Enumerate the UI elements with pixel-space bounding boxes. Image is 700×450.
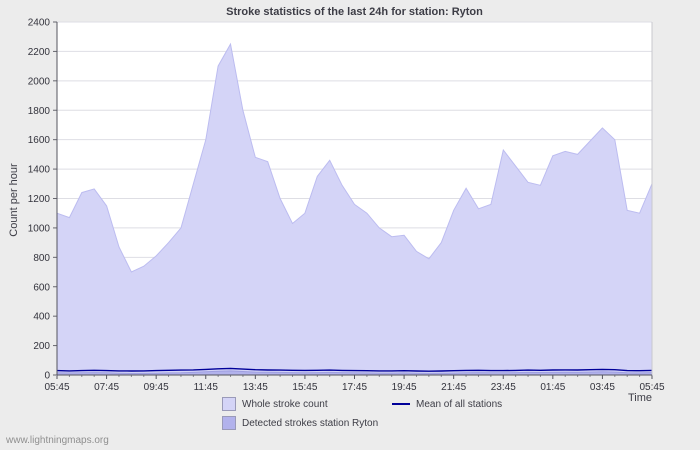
x-tick-label: 21:45 — [441, 382, 466, 393]
legend-swatch-whole-stroke-count — [222, 397, 236, 411]
x-tick-label: 05:45 — [639, 382, 664, 393]
x-tick-label: 09:45 — [144, 382, 169, 393]
watermark: www.lightningmaps.org — [6, 435, 109, 446]
legend-label-mean-of-all-stations: Mean of all stations — [416, 398, 503, 410]
x-tick-label: 03:45 — [590, 382, 615, 393]
legend-item-whole-stroke-count: Whole stroke count — [222, 397, 392, 411]
y-tick-label: 600 — [33, 282, 50, 293]
y-tick-label: 1400 — [28, 165, 51, 176]
x-tick-label: 19:45 — [392, 382, 417, 393]
legend-line-mean-of-all-stations — [392, 403, 410, 405]
y-tick-label: 2400 — [28, 18, 51, 29]
legend-item-detected-strokes: Detected strokes station Ryton — [222, 416, 392, 430]
x-tick-label: 05:45 — [44, 382, 69, 393]
y-tick-label: 2200 — [28, 47, 51, 58]
x-axis-title: Time — [627, 392, 652, 404]
chart-title: Stroke statistics of the last 24h for st… — [226, 6, 483, 18]
line-mean-of-all-stations — [56, 367, 653, 372]
y-tick-label: 1000 — [28, 223, 51, 234]
area-detected-strokes-station-ryton — [56, 370, 653, 376]
legend-label-whole-stroke-count: Whole stroke count — [242, 398, 328, 410]
x-tick-label: 01:45 — [540, 382, 565, 393]
y-tick-label: 0 — [44, 371, 50, 382]
legend-swatch-detected-strokes — [222, 416, 236, 430]
y-tick-label: 1800 — [28, 106, 51, 117]
y-tick-label: 400 — [33, 312, 50, 323]
x-tick-label: 11:45 — [194, 382, 219, 393]
x-tick-label: 07:45 — [94, 382, 119, 393]
chart-legend: Whole stroke count Mean of all stations … — [222, 397, 502, 430]
y-tick-label: 2000 — [28, 76, 51, 87]
legend-item-mean-of-all-stations: Mean of all stations — [392, 397, 502, 411]
y-tick-label: 200 — [33, 341, 50, 352]
x-tick-label: 13:45 — [243, 382, 268, 393]
legend-label-detected-strokes: Detected strokes station Ryton — [242, 417, 379, 429]
y-tick-label: 800 — [33, 253, 50, 264]
area-whole-stroke-count — [56, 42, 653, 376]
y-tick-label: 1200 — [28, 194, 51, 205]
x-tick-label: 15:45 — [292, 382, 317, 393]
x-tick-label: 23:45 — [491, 382, 516, 393]
x-tick-label: 17:45 — [342, 382, 367, 393]
y-tick-label: 1600 — [28, 135, 51, 146]
